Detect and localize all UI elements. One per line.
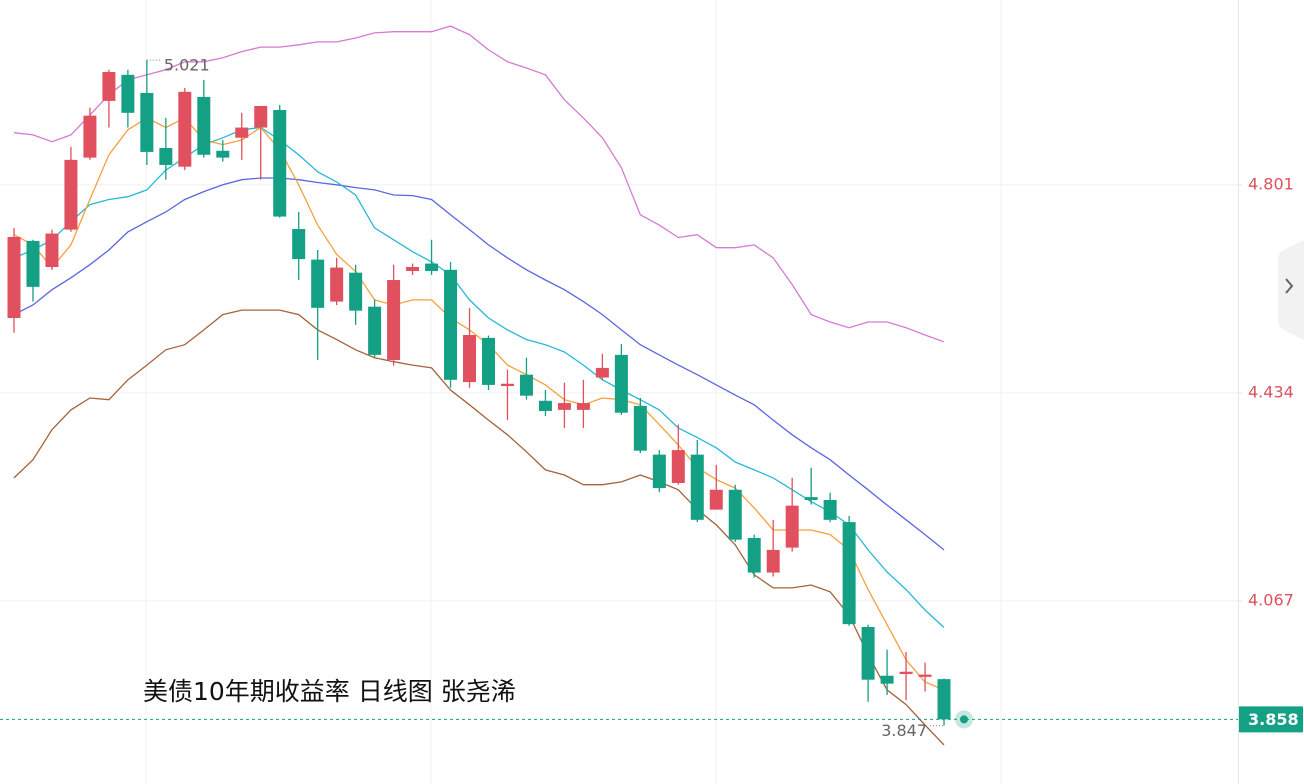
last-price-box: [1239, 706, 1303, 733]
candle-body: [425, 263, 439, 271]
candle-body: [216, 150, 230, 158]
candle-body: [861, 626, 875, 680]
candle-body: [140, 92, 154, 152]
y-tick-label: 4.434: [1248, 382, 1294, 401]
y-tick-label: 4.801: [1248, 174, 1294, 193]
candle-body: [159, 147, 173, 165]
candle-body: [899, 671, 913, 675]
candle-body: [728, 489, 742, 540]
candle-body: [671, 450, 685, 483]
candle-body: [576, 403, 590, 410]
candle-body: [595, 367, 609, 378]
candle-body: [652, 454, 666, 489]
candle-body: [254, 106, 268, 128]
candle-body: [387, 280, 401, 360]
candle-body: [197, 96, 211, 155]
candle-body: [709, 489, 723, 510]
candle-body: [292, 229, 306, 260]
candle-body: [557, 403, 571, 410]
candle-body: [463, 335, 477, 383]
indicator-line: [13, 126, 945, 628]
candle-body: [83, 115, 97, 158]
indicator-line: [13, 309, 945, 746]
candle-body: [747, 537, 761, 573]
overlay: 3.858 5.021 3.847: [0, 56, 1303, 740]
candle-body: [273, 109, 287, 217]
candle-body: [235, 127, 249, 138]
indicator-line: [13, 177, 945, 551]
candle-body: [633, 405, 647, 451]
candle-body: [690, 454, 704, 520]
candle-body: [121, 74, 135, 113]
candle-body: [102, 71, 116, 101]
candle-body: [519, 374, 533, 396]
grid: 4.067 4.434 4.801: [0, 174, 1294, 609]
low-label: 3.847: [881, 721, 927, 740]
candle-body: [45, 233, 59, 268]
candle-body: [7, 236, 21, 319]
indicator-line: [13, 25, 945, 343]
indicator-lines: [13, 25, 945, 746]
chevron-icon[interactable]: [1285, 278, 1294, 294]
candle-body: [500, 383, 514, 387]
candle-body: [842, 522, 856, 625]
high-label: 5.021: [164, 56, 210, 75]
candle-body: [482, 337, 495, 385]
last-price-label: 3.858: [1248, 710, 1299, 729]
candle-body: [368, 306, 382, 355]
candle-body: [823, 499, 837, 520]
candle-body: [880, 675, 894, 684]
collapse-tab[interactable]: [1278, 240, 1304, 340]
candle-body: [178, 91, 192, 167]
candle-body: [330, 267, 344, 302]
candle-body: [918, 674, 932, 677]
candle-body: [937, 679, 951, 720]
y-tick-label: 4.067: [1248, 590, 1294, 609]
candle-body: [766, 549, 780, 573]
candle-body: [64, 159, 78, 230]
candle-body: [804, 497, 818, 500]
candle-body: [311, 259, 325, 308]
chart-title: 美债10年期收益率 日线图 张尧浠: [143, 677, 516, 706]
candles: [7, 60, 951, 726]
candle-body: [614, 354, 628, 413]
candle-body: [26, 240, 40, 287]
candle-body: [406, 267, 420, 271]
candle-body: [538, 400, 552, 411]
candle-body: [349, 272, 363, 311]
collapse-button[interactable]: [1278, 240, 1304, 340]
candle-body: [785, 505, 799, 548]
candle-body: [444, 269, 458, 380]
last-price-dot: [960, 715, 969, 724]
